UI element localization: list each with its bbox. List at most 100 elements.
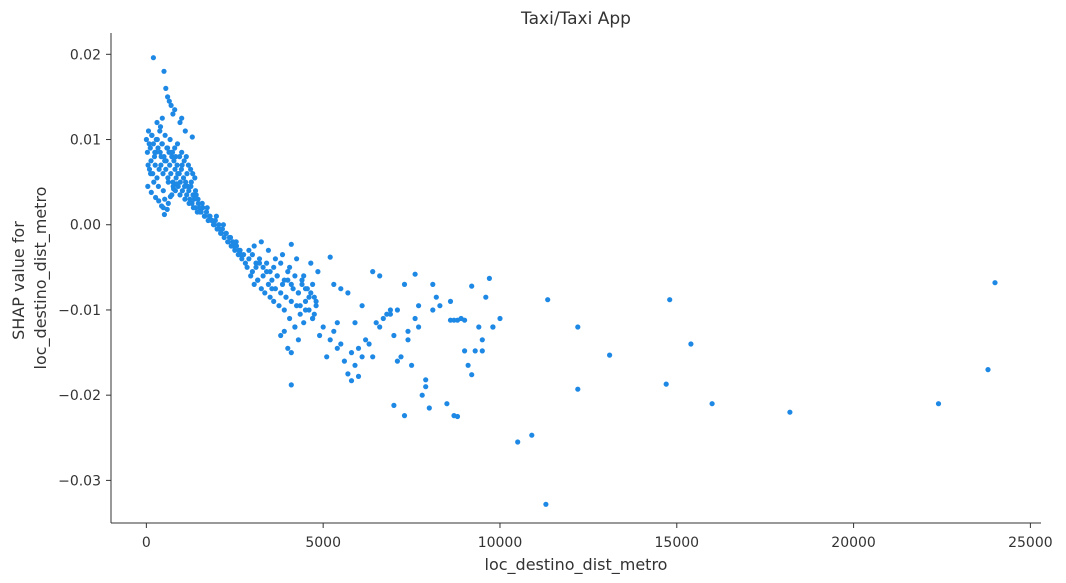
scatter-point bbox=[167, 136, 173, 143]
scatter-point bbox=[148, 171, 154, 177]
scatter-point bbox=[497, 315, 503, 322]
scatter-point bbox=[204, 205, 210, 211]
x-tick-label: 20000 bbox=[831, 535, 876, 551]
scatter-point bbox=[242, 260, 248, 266]
scatter-point bbox=[249, 269, 255, 275]
scatter-point bbox=[454, 413, 461, 420]
scatter-point bbox=[233, 239, 239, 245]
scatter-point bbox=[174, 141, 181, 147]
scatter-point bbox=[153, 194, 159, 201]
scatter-point bbox=[146, 141, 152, 147]
scatter-point bbox=[175, 171, 181, 177]
scatter-point bbox=[170, 111, 176, 117]
scatter-point bbox=[276, 303, 282, 309]
scatter-point bbox=[469, 372, 475, 378]
scatter-point bbox=[177, 154, 183, 160]
scatter-point bbox=[992, 280, 998, 286]
y-tick-label: −0.01 bbox=[58, 303, 101, 319]
scatter-point bbox=[324, 354, 330, 360]
scatter-point bbox=[155, 145, 161, 151]
scatter-point bbox=[306, 294, 312, 300]
scatter-point bbox=[409, 362, 415, 368]
scatter-point bbox=[476, 324, 482, 330]
scatter-point bbox=[334, 320, 340, 326]
chart-title: Taxi/Taxi App bbox=[520, 9, 631, 29]
scatter-point bbox=[279, 281, 286, 287]
scatter-point bbox=[529, 432, 535, 438]
scatter-point bbox=[236, 247, 242, 253]
scatter-point bbox=[211, 222, 217, 228]
scatter-point bbox=[283, 294, 289, 300]
scatter-point bbox=[412, 315, 418, 322]
scatter-point bbox=[246, 247, 252, 253]
scatter-point bbox=[663, 381, 669, 387]
scatter-point bbox=[398, 354, 404, 360]
y-axis-ticks: 0.02 0.01 0.00 −0.01 −0.02 −0.03 bbox=[58, 47, 111, 489]
scatter-point bbox=[412, 271, 418, 277]
scatter-point bbox=[152, 162, 158, 168]
y-axis-label-line-1: SHAP value for bbox=[9, 221, 28, 340]
scatter-point bbox=[348, 350, 355, 356]
scatter-point bbox=[165, 200, 171, 206]
scatter-point bbox=[238, 252, 244, 258]
scatter-point bbox=[192, 175, 198, 181]
scatter-point bbox=[401, 281, 408, 287]
y-tick-label: 0.00 bbox=[70, 218, 101, 234]
scatter-point bbox=[545, 297, 551, 303]
scatter-point bbox=[144, 149, 150, 155]
scatter-point bbox=[285, 269, 291, 275]
scatter-point bbox=[433, 294, 439, 300]
scatter-point bbox=[490, 324, 496, 330]
scatter-point bbox=[279, 252, 286, 258]
scatter-point bbox=[288, 241, 294, 247]
scatter-point bbox=[165, 179, 171, 185]
scatter-point bbox=[370, 354, 376, 360]
scatter-point bbox=[334, 345, 340, 351]
scatter-point bbox=[220, 222, 226, 228]
scatter-point bbox=[143, 136, 149, 143]
scatter-point bbox=[260, 273, 266, 279]
y-axis-label: SHAP value for loc_destino_dist_metro bbox=[9, 187, 51, 370]
scatter-point bbox=[203, 209, 210, 215]
x-tick-label: 0 bbox=[142, 535, 151, 551]
scatter-point bbox=[160, 188, 166, 194]
scatter-point bbox=[462, 348, 468, 354]
scatter-point bbox=[172, 145, 178, 151]
scatter-point bbox=[437, 303, 443, 309]
x-tick-label: 10000 bbox=[478, 535, 523, 551]
scatter-point bbox=[156, 198, 162, 204]
scatter-point bbox=[258, 239, 264, 245]
scatter-point bbox=[355, 373, 362, 379]
scatter-point bbox=[423, 384, 429, 390]
scatter-point bbox=[299, 281, 305, 287]
scatter-point bbox=[151, 179, 157, 185]
scatter-point bbox=[223, 230, 229, 236]
scatter-point bbox=[151, 154, 158, 160]
scatter-point bbox=[258, 286, 264, 292]
scatter-point bbox=[272, 256, 278, 262]
scatter-point bbox=[359, 354, 365, 360]
scatter-point bbox=[667, 297, 673, 303]
scatter-point bbox=[472, 348, 478, 354]
x-tick-label: 15000 bbox=[655, 535, 700, 551]
scatter-point bbox=[195, 200, 201, 206]
scatter-point bbox=[199, 200, 205, 206]
scatter-point bbox=[182, 196, 188, 202]
scatter-point bbox=[310, 315, 316, 322]
scatter-point bbox=[213, 213, 219, 219]
scatter-point bbox=[575, 324, 581, 330]
scatter-point bbox=[299, 277, 305, 283]
scatter-point bbox=[287, 315, 293, 322]
scatter-point bbox=[172, 107, 178, 113]
scatter-point bbox=[251, 281, 257, 287]
scatter-point bbox=[297, 303, 303, 309]
scatter-point bbox=[380, 315, 386, 322]
scatter-point bbox=[451, 317, 457, 323]
scatter-point bbox=[155, 183, 161, 189]
scatter-point bbox=[269, 277, 275, 283]
scatter-point bbox=[148, 158, 154, 164]
scatter-point bbox=[232, 247, 238, 253]
scatter-point bbox=[416, 324, 422, 330]
scatter-point bbox=[265, 247, 271, 253]
